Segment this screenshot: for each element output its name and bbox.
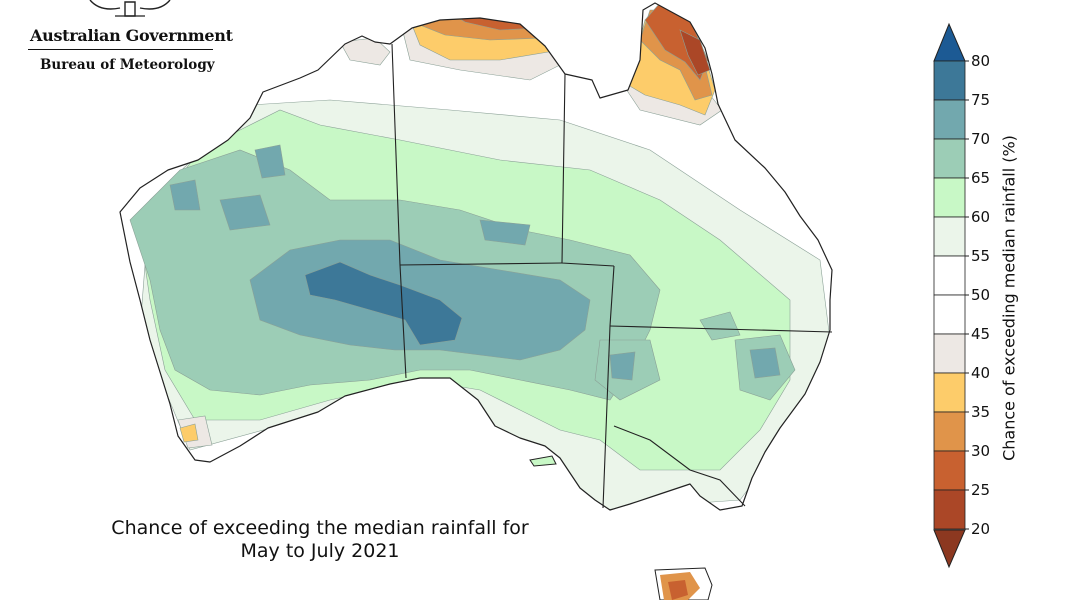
colorbar-band-35-40 bbox=[933, 372, 966, 413]
colorbar-band-45-50 bbox=[933, 294, 966, 335]
colorbar-band-60-65 bbox=[933, 177, 966, 218]
colorbar-band-40-45 bbox=[933, 333, 966, 374]
colorbar: 80 75 70 65 60 55 50 45 40 35 30 25 20 bbox=[933, 22, 990, 569]
colorbar-band-55-60 bbox=[933, 216, 966, 257]
colorbar-tick-label: 40 bbox=[971, 364, 990, 382]
colorbar-title-text: Chance of exceeding median rainfall (%) bbox=[999, 135, 1019, 461]
colorbar-tick-label: 60 bbox=[971, 208, 990, 226]
colorbar-under-arrow bbox=[933, 529, 966, 569]
colorbar-tick-label: 20 bbox=[971, 520, 990, 538]
colorbar-band-20-25 bbox=[933, 489, 966, 530]
colorbar-over-arrow bbox=[933, 22, 966, 62]
map-caption: Chance of exceeding the median rainfall … bbox=[60, 517, 580, 563]
colorbar-band-25-30 bbox=[933, 450, 966, 491]
colorbar-band-75-80 bbox=[933, 60, 966, 101]
logo-divider bbox=[28, 49, 213, 50]
colorbar-band-65-70 bbox=[933, 138, 966, 179]
colorbar-tick-label: 80 bbox=[971, 52, 990, 70]
colorbar-tick-label: 30 bbox=[971, 442, 990, 460]
colorbar-tick-label: 50 bbox=[971, 286, 990, 304]
colorbar-tick-label: 35 bbox=[971, 403, 990, 421]
caption-line-2: May to July 2021 bbox=[240, 540, 400, 562]
caption-line-1: Chance of exceeding the median rainfall … bbox=[111, 517, 529, 539]
colorbar-tick-label: 70 bbox=[971, 130, 990, 148]
colorbar-tick-label: 25 bbox=[971, 481, 990, 499]
colorbar-band-70-75 bbox=[933, 99, 966, 140]
bureau-name: Bureau of Meteorology bbox=[40, 57, 215, 73]
colorbar-band-50-55 bbox=[933, 255, 966, 296]
colorbar-band-30-35 bbox=[933, 411, 966, 452]
coat-of-arms-icon bbox=[89, 0, 171, 17]
colorbar-tick-label: 65 bbox=[971, 169, 990, 187]
colorbar-tick-label: 55 bbox=[971, 247, 990, 265]
colorbar-tick-label: 45 bbox=[971, 325, 990, 343]
government-name: Australian Government bbox=[30, 26, 233, 45]
colorbar-tick-label: 75 bbox=[971, 91, 990, 109]
